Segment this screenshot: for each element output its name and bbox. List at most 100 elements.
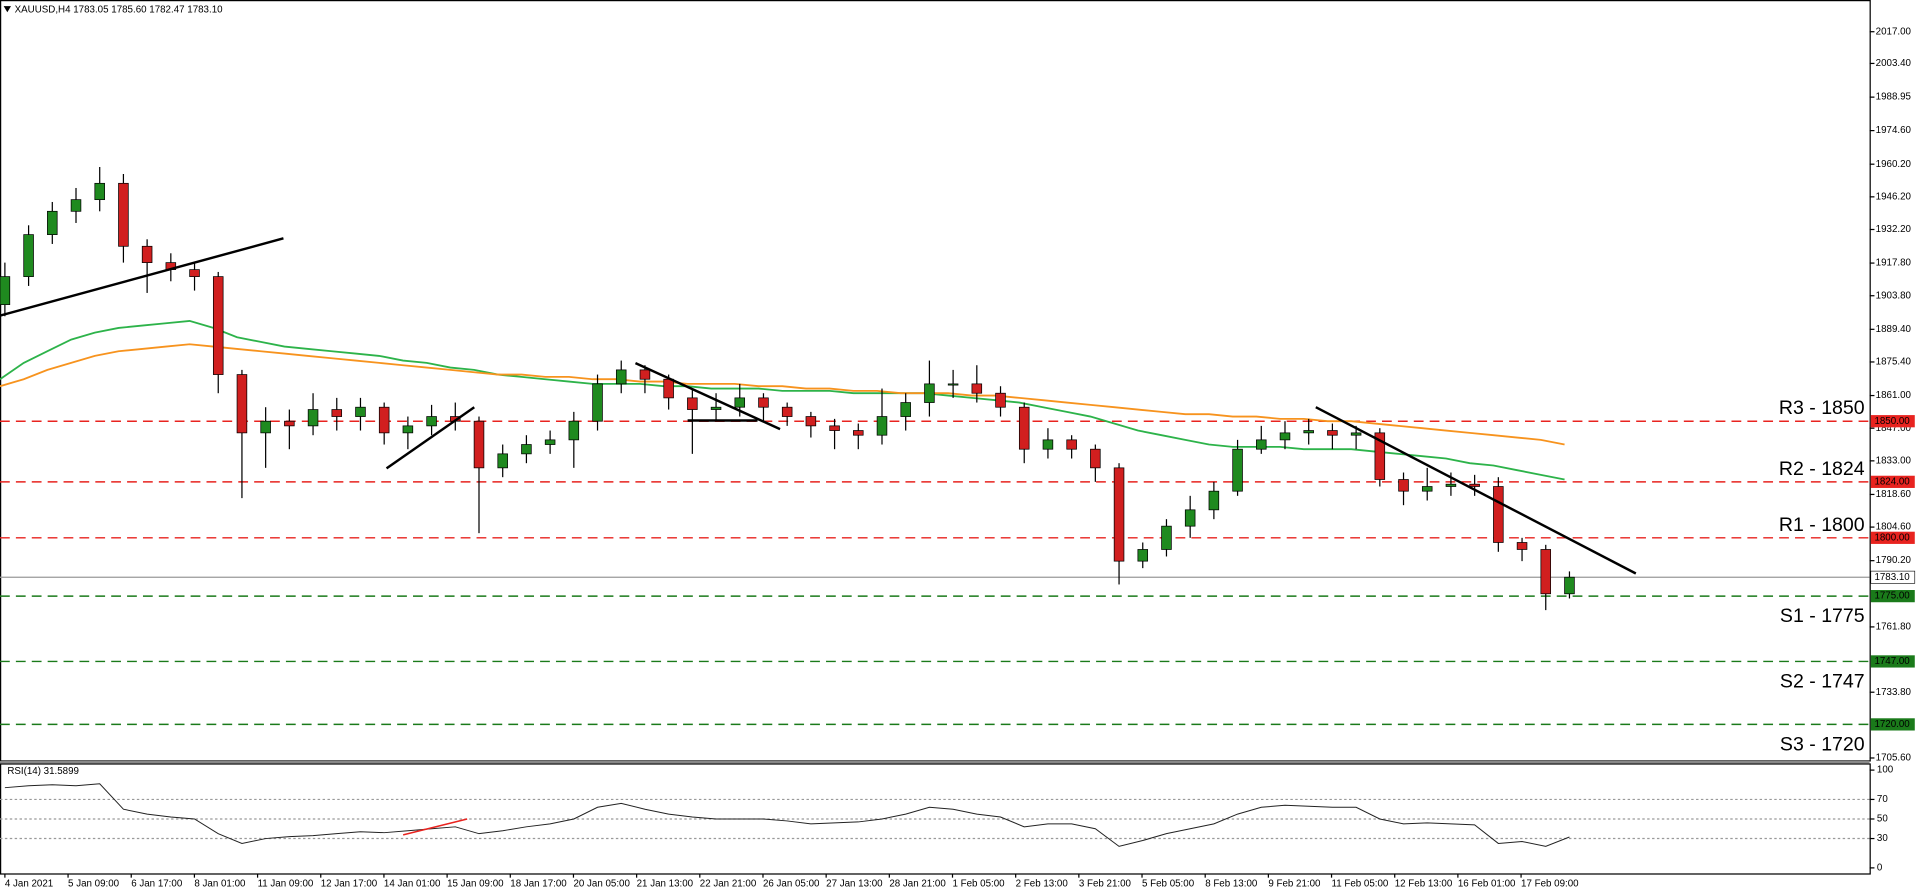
title-arrow [3,6,11,13]
x-tick-label: 12 Feb 13:00 [1395,878,1453,889]
level-label: R1 - 1800 [1779,514,1865,536]
level-box-label: 1775.00 [1874,591,1910,602]
candle-body [1469,483,1480,487]
x-tick-label: 5 Feb 05:00 [1142,878,1195,889]
x-tick-label: 11 Feb 05:00 [1332,878,1389,889]
level-box [1870,590,1915,603]
level-box-label: 1747.00 [1874,656,1910,667]
candle-body [236,374,248,434]
x-tick-label: 14 Jan 01:00 [384,878,441,889]
x-tick-label: 5 Jan 09:00 [68,878,120,889]
candle-body [805,416,817,427]
rsi-title: RSI(14) 31.5899 [7,766,79,777]
moving-average [0,319,1565,481]
y-tick-label: 1889.40 [1876,324,1912,335]
x-tick-label: 17 Feb 09:00 [1521,878,1579,889]
x-tick-label: 4 Jan 2021 [5,878,53,889]
y-tick-label: 1917.80 [1876,258,1912,269]
candle-body [141,245,153,263]
candle-body [70,199,82,212]
candle-body [1184,509,1196,527]
x-tick-label: 8 Jan 01:00 [194,878,246,889]
candle-body [402,425,414,434]
level-label: R3 - 1850 [1779,397,1865,419]
candle-body [1279,432,1291,441]
y-tick-label: 1790.20 [1876,555,1912,566]
candle-body [1161,525,1172,550]
candle-body [307,409,319,427]
candle-body [1042,439,1054,450]
level-box-label: 1720.00 [1874,719,1910,730]
x-tick-label: 2 Feb 13:00 [1016,878,1069,889]
level-label: R2 - 1824 [1779,458,1865,480]
candle-body [331,409,343,417]
candle-body [426,416,437,427]
level-label: S2 - 1747 [1780,670,1865,692]
candle-body [1137,549,1149,562]
candle-body [544,439,556,445]
candle-body [1540,549,1552,595]
candle-body [1398,479,1409,492]
candle-body [1350,432,1362,436]
candle-body [1208,490,1220,511]
candle-body [1516,542,1528,550]
y-tick-label: 1960.20 [1876,159,1912,170]
y-tick-label: 1946.20 [1876,191,1912,202]
candle-body [568,420,580,441]
y-tick-label: 1705.60 [1876,753,1912,764]
rsi-tick-label: 70 [1877,794,1888,805]
candle-body [189,269,200,277]
level-box-label: 1800.00 [1874,532,1910,543]
x-tick-label: 3 Feb 21:00 [1079,878,1132,889]
x-tick-label: 27 Jan 13:00 [826,878,883,889]
candle-body [710,406,722,410]
rsi-line [4,783,1570,847]
y-tick-label: 1761.80 [1876,621,1912,632]
x-tick-label: 21 Jan 13:00 [637,878,694,889]
candle-body [924,383,935,403]
candle-body [1445,483,1457,487]
candle-body [639,369,651,380]
rsi-tick-label: 30 [1877,833,1888,844]
candle-body [995,392,1006,408]
level-box-label: 1850.00 [1874,416,1910,427]
candle-body [23,234,34,277]
y-tick-label: 1903.80 [1876,290,1912,301]
candle-body [212,276,224,375]
x-tick-label: 16 Feb 01:00 [1458,878,1516,889]
y-tick-label: 1974.60 [1876,125,1912,136]
candle-body [615,369,627,385]
y-tick-label: 1804.60 [1876,522,1912,533]
level-box [1870,531,1915,544]
x-tick-label: 20 Jan 05:00 [573,878,630,889]
candle-body [1113,467,1125,562]
candle-body [47,210,58,235]
x-tick-label: 11 Jan 09:00 [258,878,314,889]
rsi-trendline [402,818,468,836]
last-price-box [1870,570,1916,584]
x-tick-label: 18 Jan 17:00 [510,878,567,889]
level-box [1870,718,1915,731]
candle-body [1421,486,1433,492]
candle-body [521,444,532,455]
level-label: S3 - 1720 [1780,733,1865,755]
candle-body [1066,439,1077,450]
candle-body [260,420,271,434]
candle-body [758,397,769,408]
chart-title: XAUUSD,H4 1783.05 1785.60 1782.47 1783.1… [15,4,223,15]
trendline [385,406,475,470]
candle-body [1256,439,1267,450]
candle-body [473,420,485,469]
candle-body [1232,448,1243,492]
moving-average [0,343,1565,446]
y-tick-label: 1875.40 [1876,357,1912,368]
y-tick-label: 1833.00 [1876,455,1912,466]
level-box [1870,655,1915,668]
candle-body [284,420,295,427]
y-tick-label: 2003.40 [1876,58,1912,69]
x-tick-label: 12 Jan 17:00 [321,878,378,889]
x-tick-label: 15 Jan 09:00 [447,878,504,889]
y-tick-label: 1861.00 [1876,390,1912,401]
y-tick-label: 1988.95 [1876,92,1912,103]
